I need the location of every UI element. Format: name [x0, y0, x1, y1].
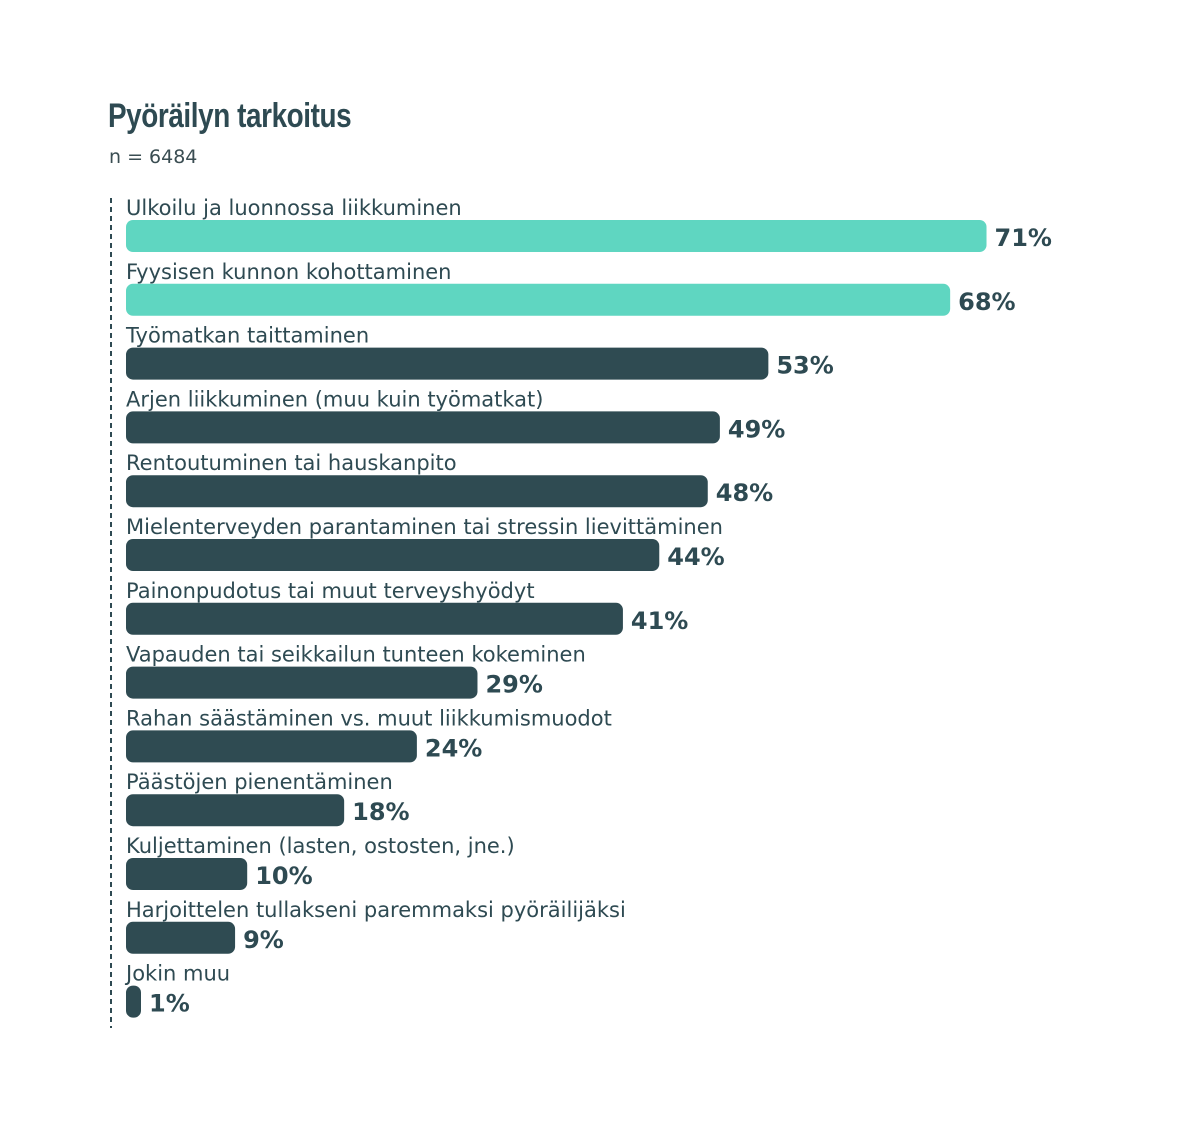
- chart-subtitle: n = 6484: [109, 146, 198, 168]
- bar: [126, 921, 236, 954]
- category-label: Harjoittelen tullakseni paremmaksi pyörä…: [126, 898, 626, 922]
- bar: [126, 411, 720, 444]
- category-label: Rahan säästäminen vs. muut liikkumismuod…: [126, 706, 612, 730]
- value-label: 71%: [995, 224, 1052, 252]
- value-label: 1%: [149, 990, 190, 1018]
- value-label: 49%: [728, 415, 785, 443]
- category-label: Työmatkan taittaminen: [125, 324, 369, 348]
- bars-group: Ulkoilu ja luonnossa liikkuminen 71% Fyysi…: [124, 196, 1052, 1018]
- value-label: 44%: [667, 543, 724, 571]
- bar: [126, 539, 660, 571]
- bar: [126, 475, 708, 508]
- category-label: Arjen liikkuminen (muu kuin työmatkat): [126, 387, 543, 411]
- category-label: Kuljettaminen (lasten, ostosten, jne.): [126, 834, 515, 858]
- category-label: Fyysisen kunnon kohottaminen: [126, 260, 452, 284]
- category-label: Ulkoilu ja luonnossa liikkuminen: [126, 196, 462, 220]
- category-label: Vapauden tai seikkailun tunteen kokemine…: [126, 643, 586, 667]
- value-label: 24%: [425, 734, 482, 762]
- value-label: 18%: [352, 798, 409, 826]
- value-label: 41%: [631, 607, 688, 635]
- bar: [126, 220, 987, 252]
- category-label: Painonpudotus tai muut terveyshyödyt: [126, 579, 535, 603]
- category-label: Jokin muu: [124, 962, 230, 986]
- bar: [126, 602, 623, 635]
- bar: [126, 666, 478, 699]
- value-label: 53%: [776, 352, 833, 380]
- value-label: 10%: [255, 862, 312, 890]
- bar: [126, 985, 141, 1018]
- value-label: 9%: [243, 926, 284, 954]
- value-label: 48%: [716, 479, 773, 507]
- bar: [126, 283, 951, 316]
- bar: [126, 794, 345, 827]
- bar: [126, 347, 769, 380]
- value-label: 29%: [485, 671, 542, 699]
- category-label: Rentoutuminen tai hauskanpito: [126, 451, 457, 475]
- category-label: Päästöjen pienentäminen: [126, 770, 393, 794]
- value-label: 68%: [958, 288, 1015, 316]
- chart-title: Pyöräilyn tarkoitus: [108, 97, 352, 135]
- bar: [126, 858, 248, 890]
- category-label: Mielenterveyden parantaminen tai stressi…: [126, 515, 723, 539]
- bar: [126, 730, 417, 763]
